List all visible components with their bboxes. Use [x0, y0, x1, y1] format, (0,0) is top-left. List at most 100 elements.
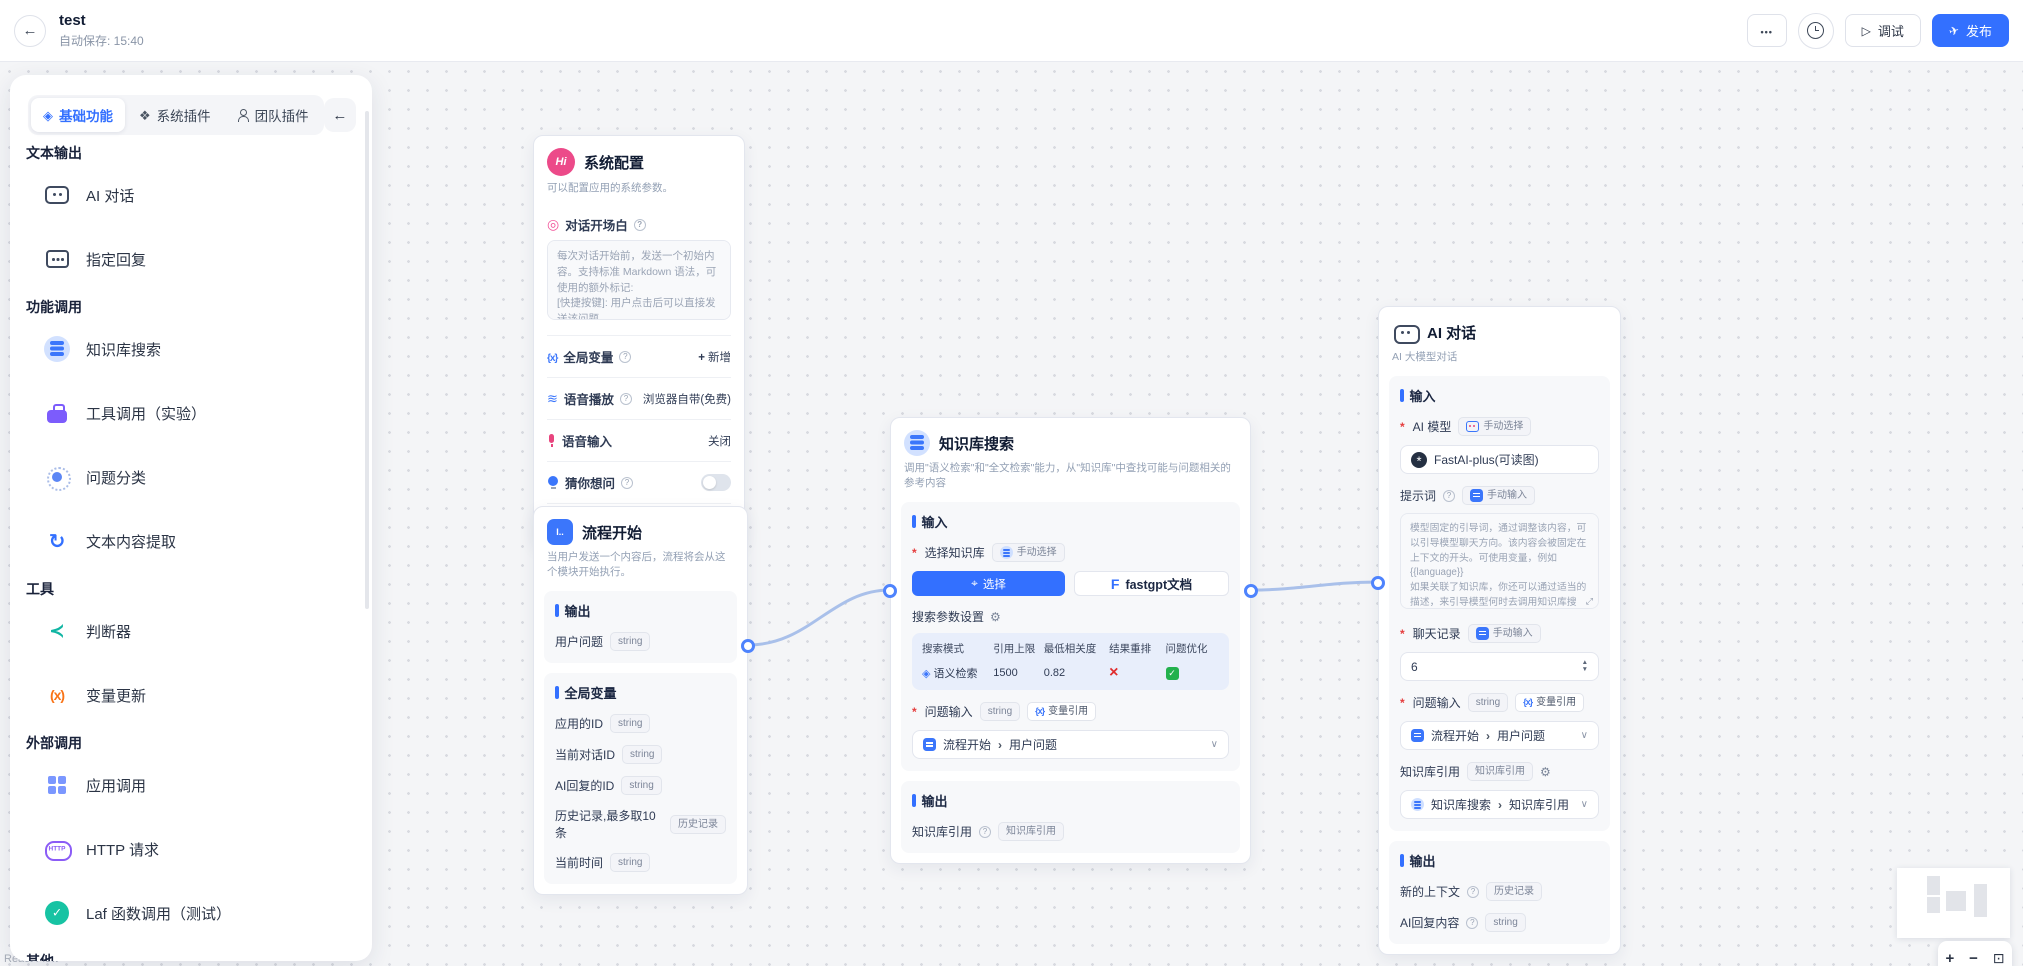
module-item-tool-call[interactable]: 工具调用（实验）: [10, 381, 372, 445]
module-item-laf-function[interactable]: Laf 函数调用（测试）: [10, 881, 372, 945]
minimap-node: [1927, 897, 1940, 913]
selected-dataset-chip[interactable]: fastgpt文档: [1074, 571, 1229, 597]
question-guide-toggle[interactable]: [701, 474, 731, 492]
prompt-textarea[interactable]: [1400, 513, 1599, 610]
module-item-content-extract[interactable]: 文本内容提取: [10, 509, 372, 573]
node-title: AI 对话: [1427, 324, 1477, 342]
more-button[interactable]: [1746, 14, 1787, 47]
help-icon[interactable]: [1466, 916, 1479, 929]
chat-bubble-icon: [44, 246, 70, 272]
zoom-in-button[interactable]: [1945, 951, 1954, 966]
question-source-select[interactable]: 流程开始 › 用户问题 ∨: [1400, 721, 1599, 751]
help-icon[interactable]: [1443, 489, 1456, 502]
back-button[interactable]: [14, 14, 46, 47]
robot-icon: [1392, 319, 1420, 345]
row-label: 猜你想问: [565, 477, 616, 492]
chevron-down-icon: ∨: [1210, 739, 1218, 751]
module-item-ai-chat[interactable]: AI 对话: [10, 163, 372, 227]
tag-label: 手动输入: [1492, 628, 1533, 640]
module-template-panel: 基础功能 系统插件 团队插件 文本输出 AI 对话 指定回复 功能调用 知识库搜…: [10, 75, 372, 961]
global-variables-row: 全局变量 新增: [547, 335, 731, 377]
node-flow-start[interactable]: 流程开始 当用户发送一个内容后，流程将会从这个模块开始执行。 输出 用户问题 s…: [533, 506, 755, 896]
quote-source-select[interactable]: 知识库搜索 › 知识库引用 ∨: [1400, 790, 1599, 820]
history-button[interactable]: [1797, 12, 1834, 49]
tab-basic-modules[interactable]: 基础功能: [31, 98, 125, 132]
collapse-panel-button[interactable]: [323, 98, 356, 132]
module-item-dataset-search[interactable]: 知识库搜索: [10, 317, 372, 381]
help-icon[interactable]: [633, 218, 646, 231]
minimap[interactable]: [1897, 868, 2010, 938]
variable-reference-button[interactable]: 变量引用: [1515, 693, 1585, 713]
help-icon[interactable]: [619, 392, 632, 405]
sound-wave-icon: [547, 391, 558, 407]
globals-card: 全局变量 应用的ID string 当前对话ID string AI回复的ID str…: [544, 673, 737, 885]
manual-input-tag[interactable]: 手动输入: [1467, 624, 1541, 644]
flow-start-icon: [547, 519, 573, 545]
tts-value[interactable]: 浏览器自带(免费): [642, 393, 731, 406]
module-item-app-call[interactable]: 应用调用: [10, 753, 372, 817]
connection-handle-target[interactable]: [1371, 576, 1385, 590]
output-card: 输出 知识库引用 知识库引用: [901, 781, 1240, 854]
whisper-row: 语音输入 关闭: [547, 419, 731, 461]
history-count-input[interactable]: 6 ▲ ▼: [1400, 652, 1599, 682]
search-params-table[interactable]: 搜索模式 引用上限 最低相关度 结果重排 问题优化 语义检索 1500 0.82: [912, 633, 1229, 691]
chevron-down-icon: ∨: [1580, 730, 1588, 742]
add-variable-button[interactable]: 新增: [698, 349, 731, 365]
tab-system-plugins[interactable]: 系统插件: [127, 98, 223, 132]
module-item-http-request[interactable]: HTTP 请求: [10, 817, 372, 881]
help-icon[interactable]: [621, 476, 634, 489]
node-system-config[interactable]: Hi 系统配置 可以配置应用的系统参数。 对话开场白 全局变量 新增 语音播放 …: [533, 135, 745, 547]
module-item-assigned-reply[interactable]: 指定回复: [10, 227, 372, 291]
expand-icon[interactable]: [1586, 596, 1593, 607]
module-item-label: Laf 函数调用（测试）: [86, 905, 232, 923]
fit-view-button[interactable]: [1993, 951, 2005, 966]
section-label: 输出: [564, 604, 591, 620]
module-item-variable-update[interactable]: 变量更新: [10, 663, 372, 727]
flow-start-mini-icon: [1411, 729, 1424, 743]
col-header: 引用上限: [993, 643, 1036, 656]
whisper-value[interactable]: 关闭: [708, 435, 731, 448]
help-icon[interactable]: [979, 825, 992, 838]
manual-select-tag[interactable]: 手动选择: [1458, 417, 1532, 437]
tab-label: 基础功能: [59, 109, 113, 124]
field-label: 问题输入: [924, 705, 973, 720]
manual-select-tag[interactable]: 手动选择: [991, 543, 1065, 563]
chevron-right-icon: ›: [1498, 797, 1503, 812]
output-label: 当前时间: [555, 856, 604, 871]
source-node: 知识库搜索: [1431, 798, 1492, 813]
type-tag: string: [622, 745, 663, 765]
welcome-textarea[interactable]: [547, 240, 731, 321]
scrollbar[interactable]: [365, 111, 369, 609]
section-bar: [555, 686, 559, 700]
section-label: 全局变量: [564, 686, 617, 702]
help-icon[interactable]: [1467, 885, 1480, 898]
microphone-icon: [547, 434, 556, 448]
manual-input-tag[interactable]: 手动输入: [1462, 486, 1536, 506]
question-source-select[interactable]: 流程开始 › 用户问题 ∨: [912, 730, 1229, 760]
module-item-question-classify[interactable]: 问题分类: [10, 445, 372, 509]
tab-team-plugins[interactable]: 团队插件: [225, 98, 321, 132]
publish-button[interactable]: 发布: [1931, 14, 2009, 47]
minimap-node: [1974, 884, 1987, 917]
model-select[interactable]: FastAI-plus(可读图): [1400, 445, 1599, 475]
node-ai-chat[interactable]: AI 对话 AI 大模型对话 输入 AI 模型 手动选择 FastAI-plus…: [1371, 306, 1621, 956]
gear-icon[interactable]: [990, 610, 1001, 624]
variable-reference-button[interactable]: 变量引用: [1027, 702, 1097, 722]
lightbulb-icon: [547, 476, 559, 490]
connection-handle-source[interactable]: [1244, 584, 1258, 598]
section-title: 文本输出: [26, 145, 82, 161]
select-dataset-button[interactable]: 选择: [912, 571, 1065, 597]
chevron-down-icon: ∨: [1580, 799, 1588, 811]
connection-handle-target[interactable]: [883, 584, 897, 598]
gear-icon[interactable]: [1540, 765, 1551, 779]
step-down-button[interactable]: ▼: [1581, 666, 1588, 674]
help-icon[interactable]: [619, 350, 632, 363]
connection-handle-source[interactable]: [741, 639, 755, 653]
briefcase-icon: [44, 400, 70, 426]
module-item-judge[interactable]: 判断器: [10, 599, 372, 663]
node-dataset-search[interactable]: 知识库搜索 调用"语义检索"和"全文检索"能力，从"知识库"中查找可能与问题相关…: [883, 417, 1258, 865]
step-up-button[interactable]: ▲: [1581, 658, 1588, 666]
debug-button[interactable]: 调试: [1844, 14, 1921, 47]
branch-icon: [44, 618, 70, 644]
zoom-out-button[interactable]: [1969, 951, 1978, 966]
